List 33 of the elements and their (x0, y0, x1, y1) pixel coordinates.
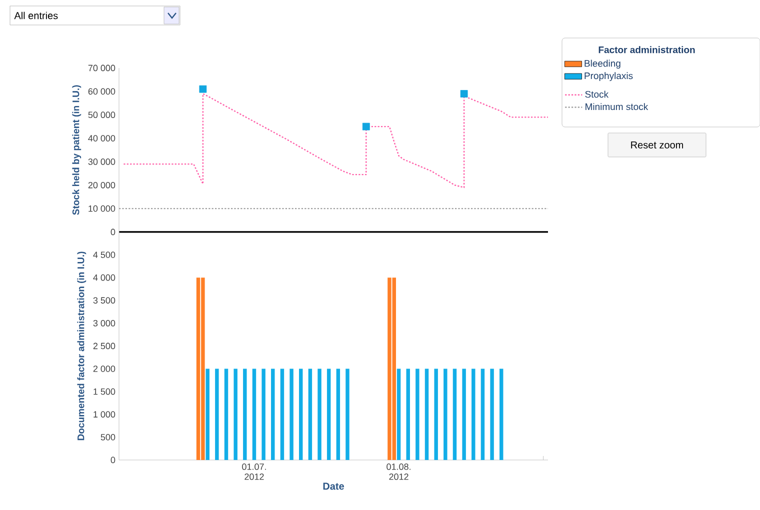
y-axis-title: Stock held by patient (in I.U.) (72, 85, 82, 215)
y-tick-label: 1 000 (94, 411, 116, 418)
legend-label: Minimum stock (586, 103, 648, 110)
y-tick-label: 60 000 (88, 88, 116, 95)
y-tick-label: 4 000 (93, 274, 116, 281)
text: Reset zoom (631, 141, 684, 148)
y-axis-title: Documented factor administration (in I.U.) (77, 252, 86, 440)
x-axis-title: Date (323, 482, 344, 490)
y-tick-label: 4 500 (93, 252, 116, 258)
x-tick-label: 01.08. 2012 (386, 464, 410, 480)
y-tick-label: 3 000 (93, 320, 116, 326)
legend-title: Factor administration (598, 46, 695, 54)
y-tick-label: 2 500 (93, 342, 116, 350)
legend-label: Bleeding (584, 60, 620, 69)
y-tick-label: 3 500 (93, 297, 116, 304)
y-tick-label: 30 000 (88, 158, 116, 165)
text: All entries (14, 12, 58, 20)
y-tick-label: 70 000 (88, 64, 116, 72)
y-tick-label: 20 000 (88, 182, 116, 188)
legend-label: Prophylaxis (584, 72, 633, 82)
legend-label: Stock (585, 90, 609, 98)
y-tick-label: 0 (110, 228, 116, 236)
y-tick-label: 0 (110, 456, 116, 464)
y-tick-label: 40 000 (88, 135, 116, 142)
y-tick-label: 1 500 (94, 388, 116, 395)
point (199, 85, 207, 93)
y-tick-label: 2 000 (93, 366, 116, 372)
y-tick-label: 50 000 (88, 112, 116, 118)
point (460, 90, 468, 98)
point (362, 122, 370, 130)
y-tick-label: 10 000 (88, 205, 116, 212)
y-tick-label: 500 (100, 434, 116, 440)
x-tick-label: 01.07. 2012 (242, 464, 266, 480)
